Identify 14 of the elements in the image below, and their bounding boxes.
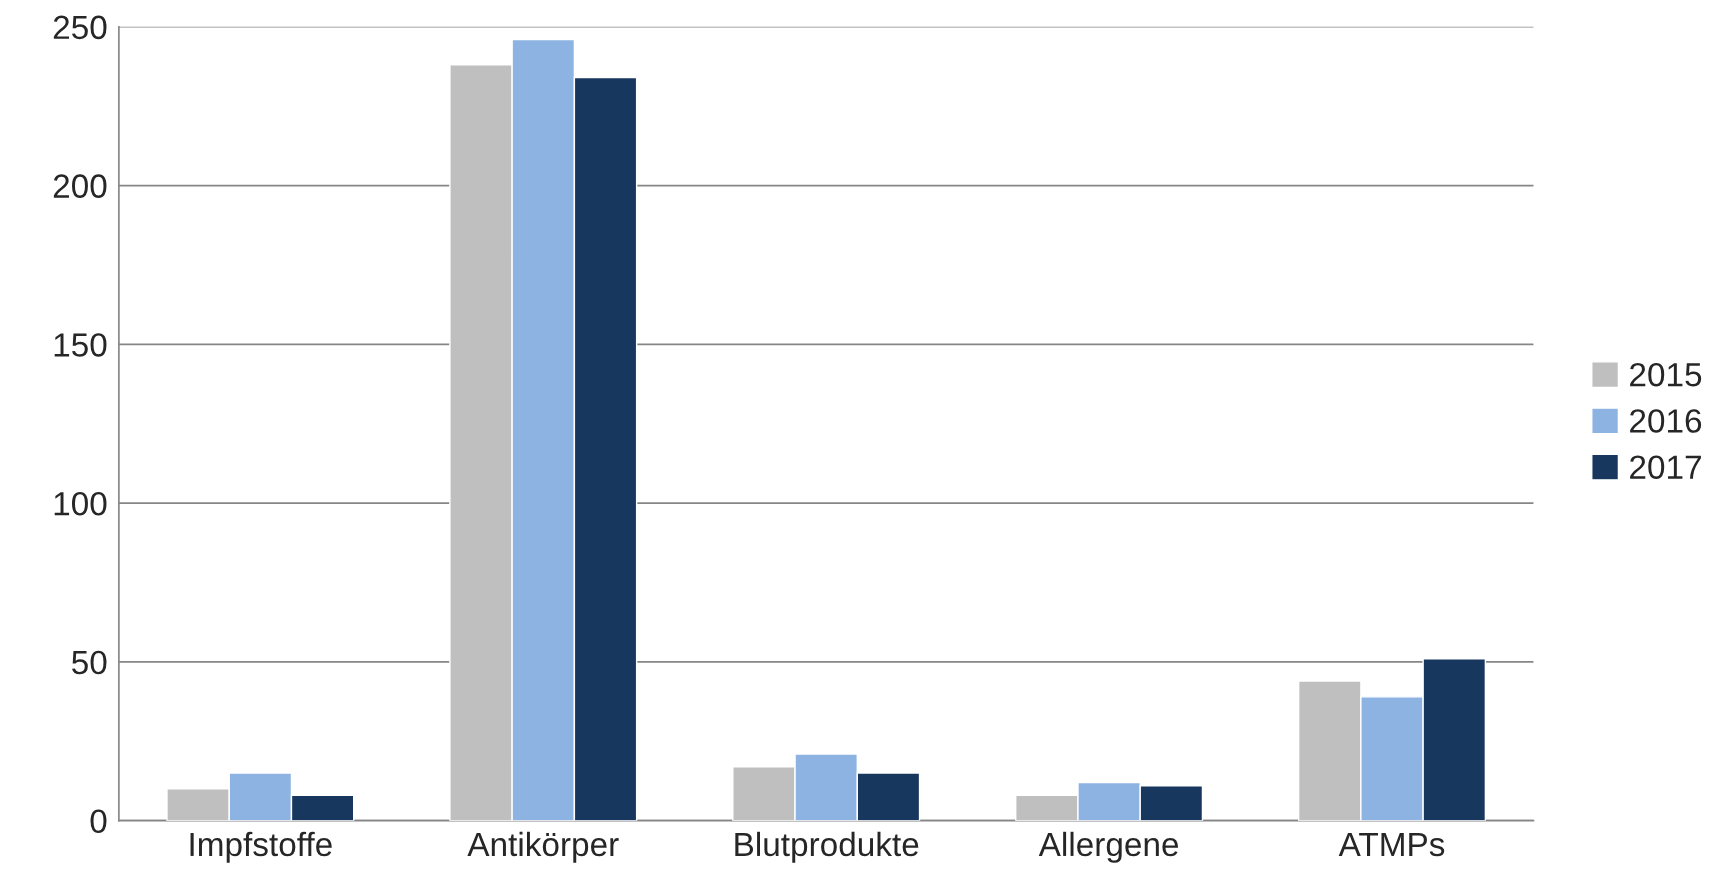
y-tick-label: 100	[54, 491, 107, 516]
x-tick-label: Antikörper	[467, 831, 619, 863]
legend-label: 2015	[1630, 362, 1702, 387]
x-tick-label: ATMPs	[1338, 833, 1445, 857]
legend-label: 2016	[1630, 409, 1702, 433]
y-tick-label: 200	[53, 174, 107, 198]
y-tick-label: 150	[54, 333, 107, 357]
x-tick-label: Blutprodukte	[735, 831, 919, 863]
y-tick-label: 0	[90, 809, 107, 834]
legend-label: 2017	[1630, 455, 1701, 480]
x-tick-label: Impfstoffe	[190, 831, 332, 863]
y-tick-label: 250	[53, 15, 107, 40]
y-tick-label: 50	[72, 650, 107, 675]
x-tick-label: Allergene	[1038, 831, 1179, 863]
